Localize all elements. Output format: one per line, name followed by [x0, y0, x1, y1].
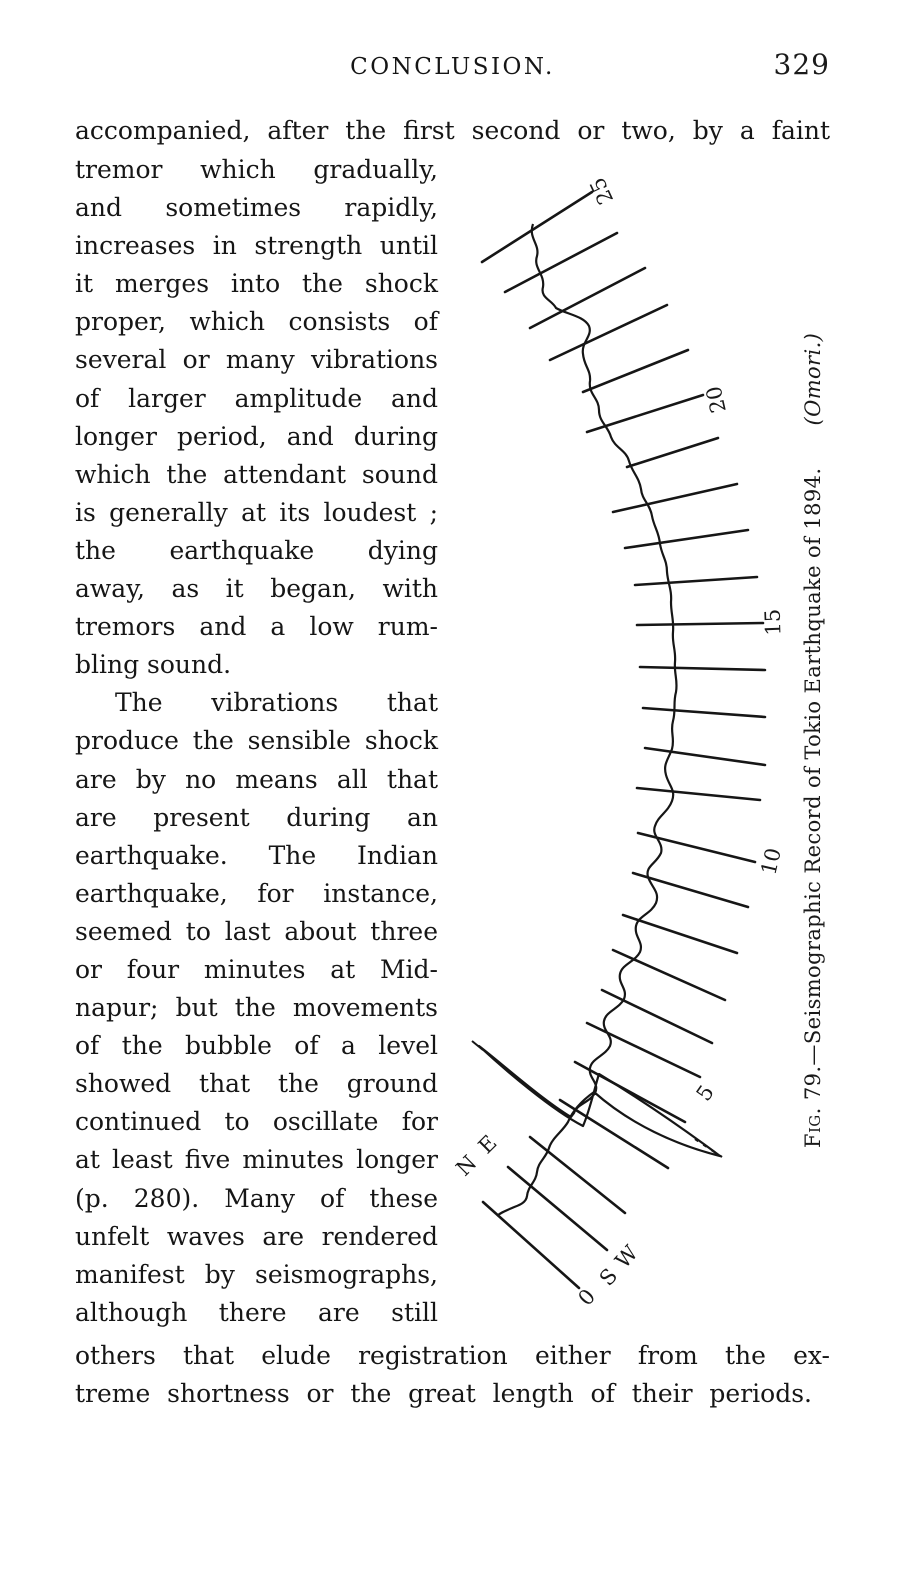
- text-line: napur; but the movements: [75, 993, 438, 1023]
- text-line: of larger amplitude and: [75, 383, 438, 413]
- text-line: longer period, and during: [75, 421, 438, 451]
- text-line: which the attendant sound: [75, 459, 438, 489]
- text-line: manifest by seismographs,: [75, 1259, 438, 1289]
- text-line: proper, which consists of: [75, 307, 438, 337]
- bottom-text-block: others that elude registration either fr…: [75, 1337, 830, 1413]
- text-line: seemed to last about three: [75, 916, 438, 946]
- text-line: several or many vibrations: [75, 345, 438, 375]
- time-label-10: 10: [756, 846, 785, 877]
- text-line: and sometimes rapidly,: [75, 193, 438, 223]
- page-header: CONCLUSION. 329: [75, 48, 830, 90]
- figure-caption: Fig. 79.—Seismographic Record of Tokio E…: [801, 333, 831, 1148]
- trace-tip-dashes: [694, 1138, 723, 1158]
- text-line: of the bubble of a level: [75, 1031, 438, 1061]
- text-line: or four minutes at Mid-: [75, 954, 438, 984]
- text-line: increases in strength until: [75, 231, 438, 261]
- text-line: showed that the ground: [75, 1069, 438, 1099]
- text-line: are present during an: [75, 802, 438, 832]
- text-line: earthquake. The Indian: [75, 840, 438, 870]
- text-line: it merges into the shock: [75, 269, 438, 299]
- left-text-column: tremor which gradually, and sometimes ra…: [75, 151, 438, 1332]
- figure-caption-number: Fig. 79.: [801, 1065, 825, 1148]
- text-line: although there are still: [75, 1297, 438, 1327]
- text-line: others that elude registration either fr…: [75, 1341, 830, 1370]
- direction-label-sw: SW: [595, 1234, 649, 1290]
- figure-caption-attribution: (Omori.): [801, 332, 825, 426]
- text-line: away, as it began, with: [75, 574, 438, 604]
- text-line: treme shortness or the great length of t…: [75, 1379, 812, 1409]
- text-line: tremors and a low rum-: [75, 612, 438, 642]
- text-line: earthquake, for instance,: [75, 878, 438, 908]
- running-title: CONCLUSION.: [350, 54, 555, 80]
- time-label-20: 20: [701, 384, 730, 415]
- text-line: produce the sensible shock: [75, 726, 438, 756]
- time-label-15: 15: [761, 608, 786, 636]
- direction-label-ne: NE: [451, 1121, 510, 1180]
- text-line: at least five minutes longer: [75, 1145, 438, 1175]
- page-number: 329: [773, 48, 830, 81]
- time-label-25: 25: [585, 174, 618, 208]
- trace-tip-hook: [471, 1040, 484, 1051]
- text-line: are by no means all that: [75, 764, 438, 794]
- text-line: (p. 280). Many of these: [75, 1183, 438, 1213]
- text-line: continued to oscillate for: [75, 1107, 438, 1137]
- text-line: tremor which gradually,: [75, 155, 438, 184]
- seismogram-trace: [477, 223, 722, 1217]
- time-label-0: 0: [573, 1284, 600, 1310]
- paragraph-line: accompanied, after the first second or t…: [75, 116, 830, 145]
- figure-caption-text: —Seismographic Record of Tokio Earthquak…: [801, 467, 825, 1066]
- time-mark-lines: [480, 190, 767, 1290]
- text-line: bling sound.: [75, 650, 232, 680]
- text-line: the earthquake dying: [75, 535, 438, 565]
- text-line: unfelt waves are rendered: [75, 1221, 438, 1251]
- time-label-5: 5: [692, 1081, 719, 1106]
- text-line: The vibrations that: [115, 688, 438, 718]
- text-line: is generally at its loudest ;: [75, 497, 438, 527]
